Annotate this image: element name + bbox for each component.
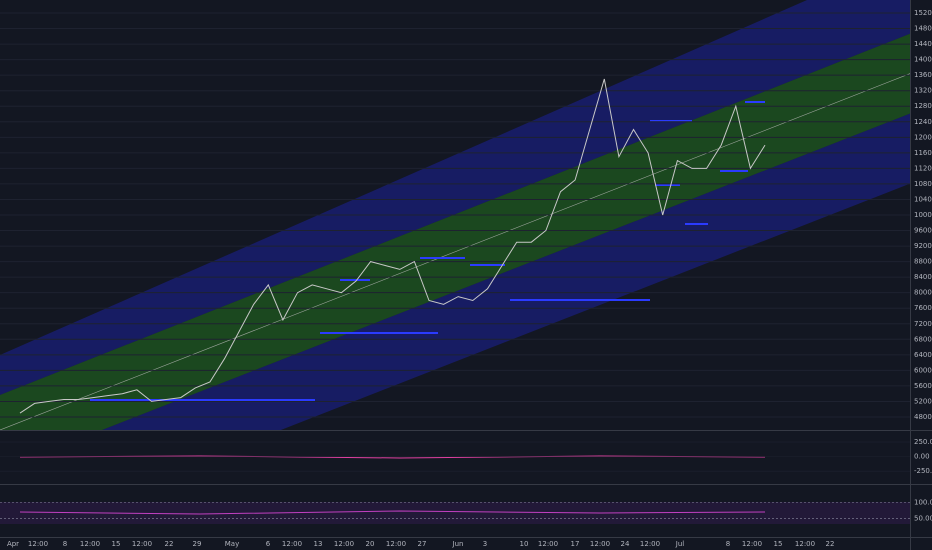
y-tick-label: 13200.00 [914, 87, 932, 95]
y-tick-label: 100.00 [914, 499, 932, 507]
x-tick-label: 12:00 [282, 540, 302, 548]
x-tick-label: 12:00 [795, 540, 815, 548]
x-tick-label: 22 [826, 540, 835, 548]
upper-band [0, 0, 910, 395]
x-tick-label: Jul [675, 540, 685, 548]
y-tick-label: 12000.00 [914, 133, 932, 141]
y-tick-label: 8000.00 [914, 289, 932, 297]
y-tick-label: 4800.00 [914, 413, 932, 421]
y-tick-label: 7600.00 [914, 304, 932, 312]
y-tick-label: -250.00 [914, 467, 932, 475]
oscillator-range [0, 502, 910, 524]
x-tick-label: 12:00 [640, 540, 660, 548]
x-tick-label: 8 [63, 540, 67, 548]
x-tick-label: 12:00 [334, 540, 354, 548]
y-tick-label: 50.00 [914, 514, 932, 522]
x-tick-label: 12:00 [80, 540, 100, 548]
y-tick-label: 8400.00 [914, 273, 932, 281]
x-tick-label: 24 [621, 540, 630, 548]
x-tick-label: 12:00 [132, 540, 152, 548]
rsi-line [19, 510, 766, 515]
y-tick-label: 12400.00 [914, 118, 932, 126]
y-tick-label: 7200.00 [914, 320, 932, 328]
y-tick-label: 8800.00 [914, 258, 932, 266]
y-tick-label: 6800.00 [914, 335, 932, 343]
y-tick-label: 5600.00 [914, 382, 932, 390]
center-band [0, 33, 910, 430]
x-tick-label: 12:00 [28, 540, 48, 548]
x-tick-label: 6 [266, 540, 271, 548]
y-tick-label: 0.00 [914, 453, 930, 461]
x-tick-label: 15 [112, 540, 121, 548]
y-tick-label: 14000.00 [914, 56, 932, 64]
y-tick-label: 6400.00 [914, 351, 932, 359]
y-tick-label: 10400.00 [914, 195, 932, 203]
x-tick-label: 20 [366, 540, 375, 548]
y-tick-label: 15200.00 [914, 9, 932, 17]
x-tick-label: 12:00 [590, 540, 610, 548]
y-tick-label: 10800.00 [914, 180, 932, 188]
y-tick-label: 14400.00 [914, 40, 932, 48]
x-tick-label: 12:00 [742, 540, 762, 548]
x-tick-label: 22 [165, 540, 174, 548]
y-tick-label: 11600.00 [914, 149, 932, 157]
x-tick-label: 12:00 [386, 540, 406, 548]
x-tick-label: 15 [774, 540, 783, 548]
x-tick-label: 27 [418, 540, 427, 548]
y-tick-label: 10000.00 [914, 211, 932, 219]
y-tick-label: 11200.00 [914, 164, 932, 172]
price-line [19, 78, 766, 414]
x-tick-label: Jun [452, 540, 464, 548]
oscillator-line [19, 455, 766, 459]
x-tick-label: 8 [726, 540, 730, 548]
y-tick-label: 9200.00 [914, 242, 932, 250]
x-tick-label: 17 [571, 540, 580, 548]
y-tick-label: 6000.00 [914, 366, 932, 374]
x-tick-label: Apr [7, 540, 19, 548]
x-tick-label: 10 [520, 540, 529, 548]
x-tick-label: 3 [483, 540, 487, 548]
lower-band [102, 113, 910, 430]
mid-line [0, 73, 910, 430]
x-tick-label: May [225, 540, 239, 548]
y-tick-label: 250.00 [914, 438, 932, 446]
y-tick-label: 12800.00 [914, 102, 932, 110]
x-tick-label: 29 [193, 540, 202, 548]
y-tick-label: 5200.00 [914, 397, 932, 405]
y-tick-label: 13600.00 [914, 71, 932, 79]
x-tick-label: 12:00 [538, 540, 558, 548]
x-tick-label: 13 [314, 540, 323, 548]
y-tick-label: 14800.00 [914, 25, 932, 33]
levels [90, 101, 765, 401]
y-tick-label: 9600.00 [914, 227, 932, 235]
